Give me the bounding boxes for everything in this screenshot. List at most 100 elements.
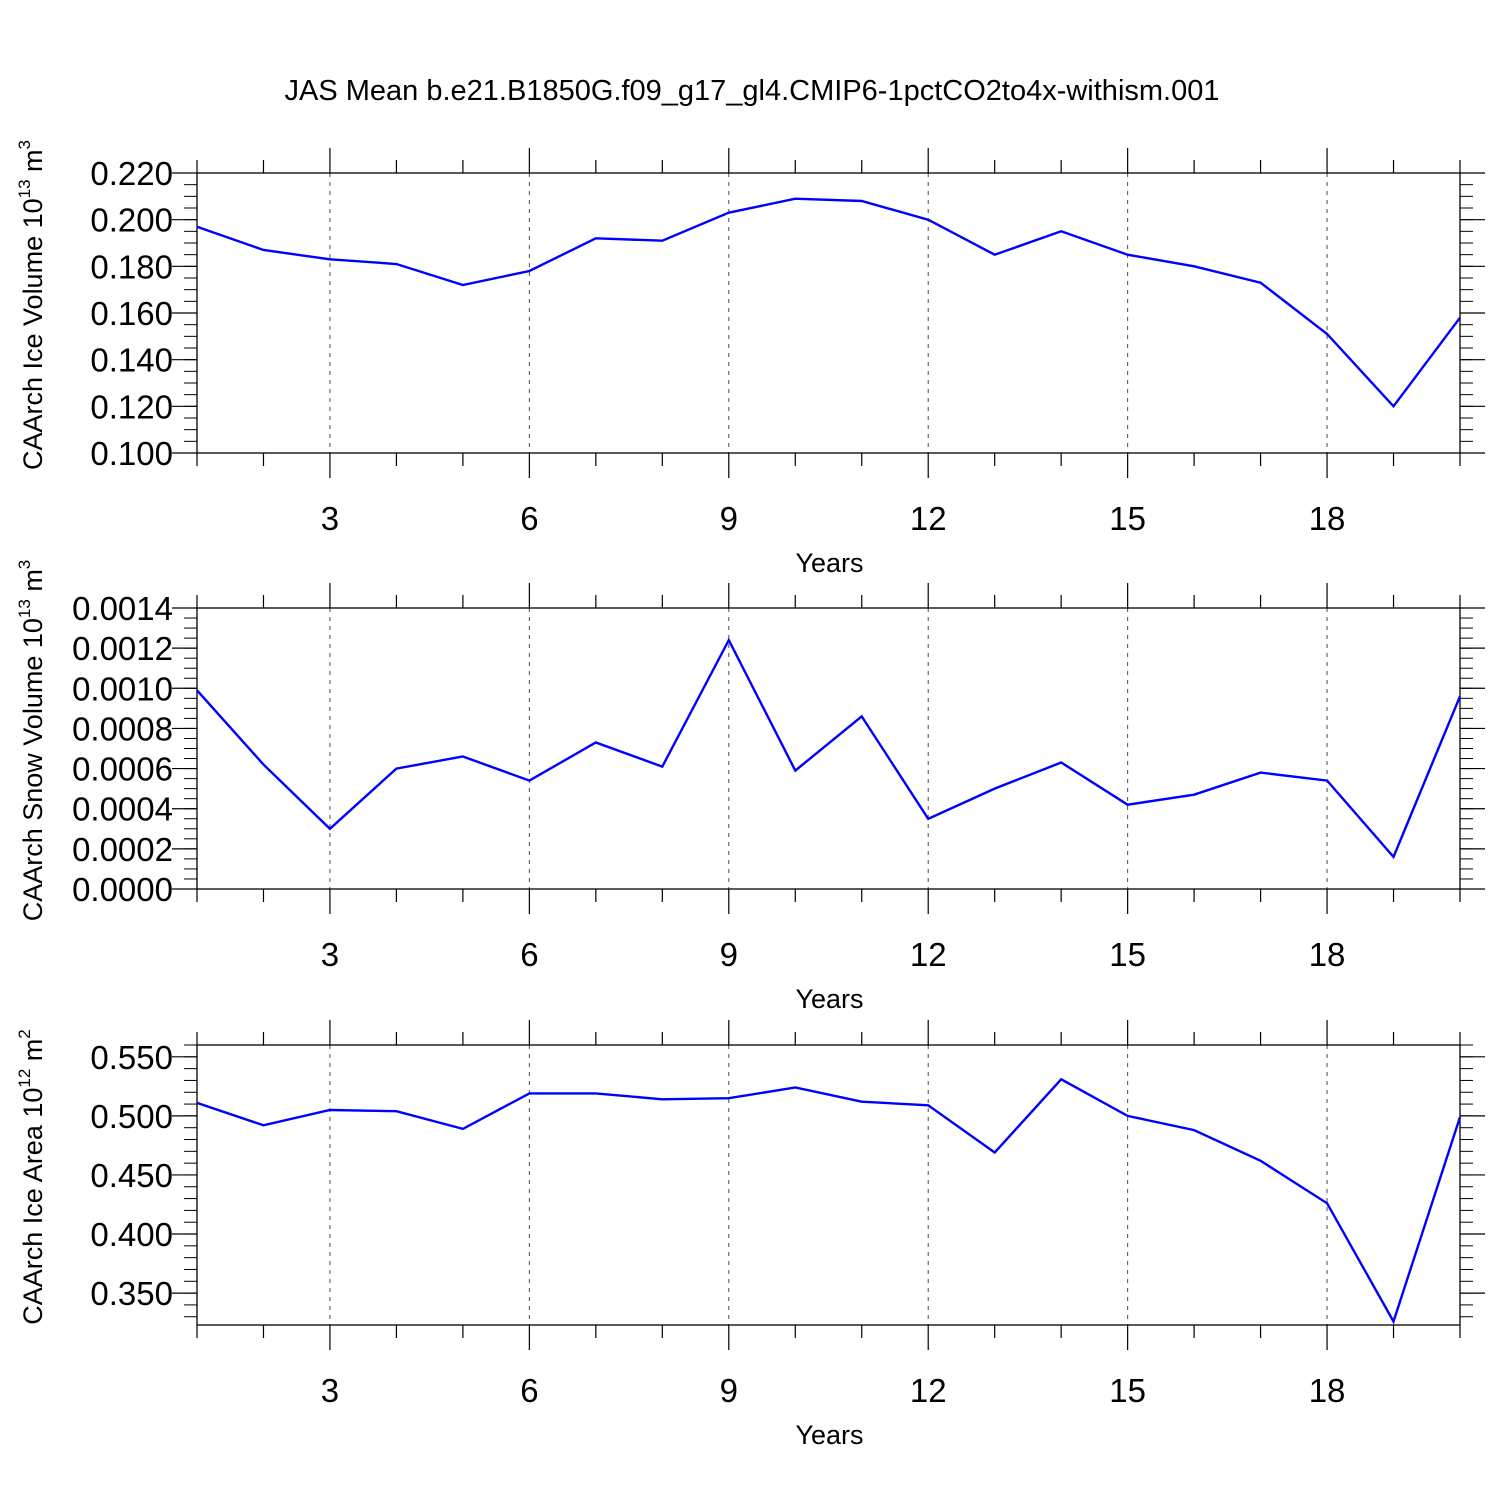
y-tick-label: 0.550 xyxy=(90,1039,173,1076)
data-point xyxy=(262,764,264,766)
data-point xyxy=(462,756,464,758)
data-point xyxy=(927,219,929,221)
data-point xyxy=(395,768,397,770)
x-tick-label: 3 xyxy=(321,500,339,537)
data-point xyxy=(861,200,863,202)
x-tick-label: 12 xyxy=(910,500,947,537)
series-line xyxy=(196,1077,1462,1325)
data-point xyxy=(1326,1202,1328,1204)
y-axis-label: CAArch Ice Volume 1013 m3 xyxy=(15,140,48,470)
panel-snow-volume: 0.00000.00020.00040.00060.00080.00100.00… xyxy=(15,560,1485,1014)
data-point xyxy=(728,1097,730,1099)
data-point xyxy=(1127,804,1129,806)
data-point xyxy=(395,1110,397,1112)
x-tick-label: 15 xyxy=(1109,1372,1146,1409)
series-line xyxy=(196,637,1462,860)
x-tick-label: 15 xyxy=(1109,936,1146,973)
data-point xyxy=(927,818,929,820)
data-point xyxy=(1260,282,1262,284)
data-point xyxy=(1193,1129,1195,1131)
y-tick-label: 0.160 xyxy=(90,295,173,332)
x-tick-label: 12 xyxy=(910,936,947,973)
data-point xyxy=(595,1092,597,1094)
data-point xyxy=(196,689,198,691)
y-tick-label: 0.220 xyxy=(90,155,173,192)
x-tick-label: 6 xyxy=(520,1372,538,1409)
data-point xyxy=(595,741,597,743)
y-tick-label: 0.0010 xyxy=(72,670,173,707)
data-point xyxy=(1459,317,1461,319)
x-tick-label: 18 xyxy=(1309,936,1346,973)
data-point xyxy=(994,254,996,256)
plot-frame xyxy=(196,607,1461,890)
data-point xyxy=(728,212,730,214)
plot-frame xyxy=(196,1044,1461,1326)
y-tick-label: 0.0000 xyxy=(72,871,173,908)
data-point xyxy=(595,237,597,239)
y-tick-label: 0.350 xyxy=(90,1275,173,1312)
plot-frame xyxy=(196,172,1461,454)
y-tick-label: 0.0012 xyxy=(72,630,173,667)
data-point xyxy=(395,263,397,265)
x-tick-label: 9 xyxy=(720,1372,738,1409)
data-point xyxy=(1193,265,1195,267)
data-point xyxy=(794,198,796,200)
y-tick-label: 0.120 xyxy=(90,388,173,425)
y-axis-label: CAArch Snow Volume 1013 m3 xyxy=(15,560,48,922)
y-axis-label: CAArch Ice Area 1012 m2 xyxy=(15,1029,48,1325)
y-tick-label: 0.450 xyxy=(90,1157,173,1194)
data-point xyxy=(1127,254,1129,256)
x-tick-label: 12 xyxy=(910,1372,947,1409)
panel-ice-area: 0.350 0.400 0.450 0.500 0.550 3 6 9 12 15 18 Years C… xyxy=(15,1020,1485,1450)
data-point xyxy=(728,639,730,641)
data-point xyxy=(196,1102,198,1104)
panel-ice-volume: 0.100 0.120 0.140 0.160 0.180 0.200 0.220 3 6 9 12… xyxy=(15,140,1485,578)
data-point xyxy=(1260,1160,1262,1162)
x-tick-label: 9 xyxy=(720,936,738,973)
x-tick-label: 18 xyxy=(1309,1372,1346,1409)
data-point xyxy=(462,284,464,286)
y-tick-label: 0.140 xyxy=(90,342,173,379)
data-point xyxy=(661,1098,663,1100)
data-point xyxy=(661,766,663,768)
x-tick-label: 3 xyxy=(321,1372,339,1409)
data-point xyxy=(994,1152,996,1154)
data-point xyxy=(1060,1078,1062,1080)
data-point xyxy=(1127,1115,1129,1117)
x-tick-label: 3 xyxy=(321,936,339,973)
y-tick-label: 0.400 xyxy=(90,1216,173,1253)
data-point xyxy=(1326,333,1328,335)
data-point xyxy=(528,780,530,782)
x-tick-label: 6 xyxy=(520,936,538,973)
x-tick-label: 9 xyxy=(720,500,738,537)
y-tick-label: 0.200 xyxy=(90,202,173,239)
data-point xyxy=(1060,230,1062,232)
data-point xyxy=(1193,794,1195,796)
data-point xyxy=(861,715,863,717)
data-point xyxy=(329,1109,331,1111)
data-point xyxy=(329,828,331,830)
data-point xyxy=(1459,695,1461,697)
data-point xyxy=(661,240,663,242)
data-point xyxy=(1060,762,1062,764)
data-point xyxy=(1459,1116,1461,1118)
data-point xyxy=(528,270,530,272)
data-point xyxy=(262,249,264,251)
data-point xyxy=(1393,1320,1395,1322)
data-point xyxy=(329,258,331,260)
figure-title: JAS Mean b.e21.B1850G.f09_g17_gl4.CMIP6-… xyxy=(285,75,1220,107)
x-axis-label: Years xyxy=(795,548,863,578)
x-axis-label: Years xyxy=(795,1420,863,1450)
data-point xyxy=(462,1128,464,1130)
data-point xyxy=(794,770,796,772)
data-point xyxy=(1326,780,1328,782)
y-tick-label: 0.500 xyxy=(90,1098,173,1135)
data-point xyxy=(1393,405,1395,407)
series-line xyxy=(196,197,1461,409)
y-tick-label: 0.180 xyxy=(90,248,173,285)
y-tick-label: 0.0014 xyxy=(72,590,173,627)
x-axis-label: Years xyxy=(795,984,863,1014)
y-tick-label: 0.0002 xyxy=(72,831,173,868)
